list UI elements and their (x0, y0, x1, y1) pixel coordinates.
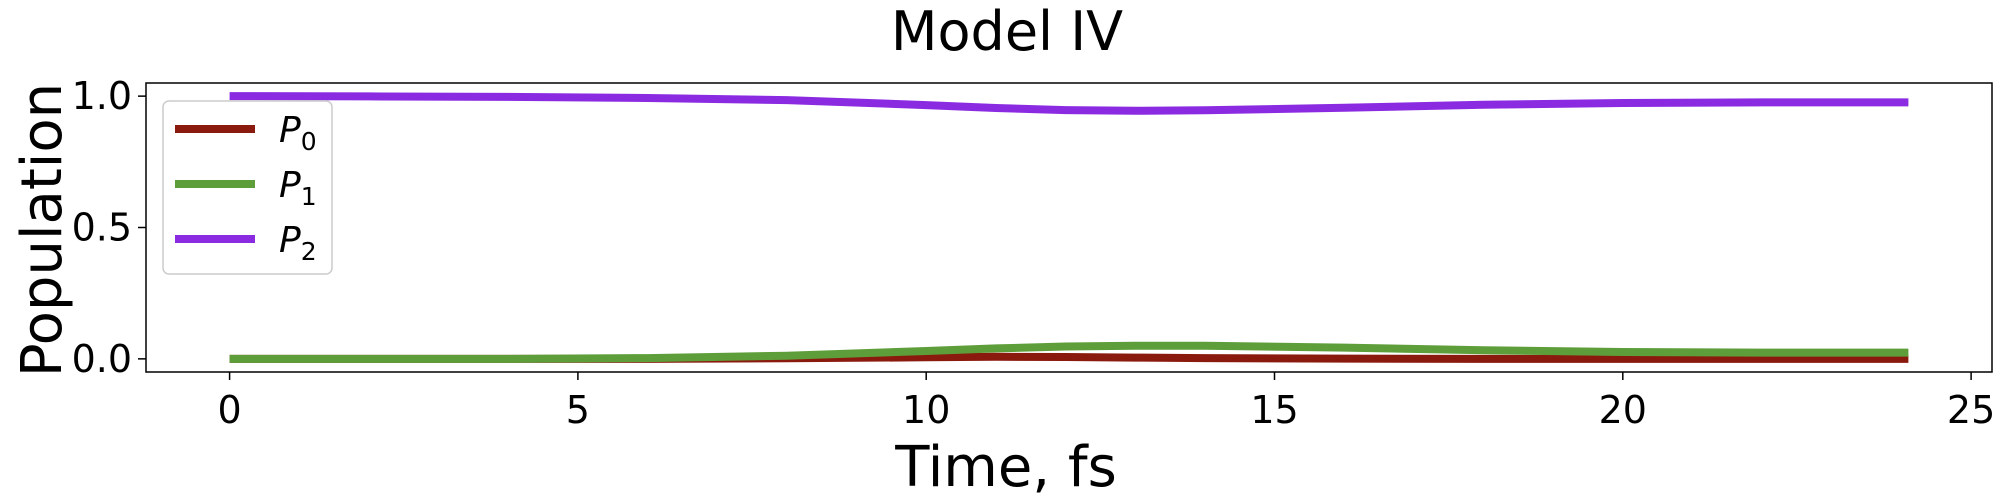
x-tick-label: 10 (902, 388, 950, 432)
legend: P0 P1 P2 (162, 100, 333, 275)
y-tick-label: 1.0 (72, 74, 132, 118)
series-line-p1 (229, 341, 1909, 363)
x-tick-label: 0 (217, 388, 241, 432)
x-tick-label: 25 (1947, 388, 1995, 432)
x-axis-label: Time, fs (894, 435, 1117, 500)
x-axis: 0 5 10 15 20 25 (217, 372, 1995, 432)
y-tick-label: 0.5 (72, 206, 132, 250)
y-axis: 0.0 0.5 1.0 (72, 74, 146, 381)
chart-title: Model IV (891, 0, 1123, 63)
series-line-p2 (229, 92, 1909, 115)
plot-area (145, 82, 1993, 373)
legend-label-p2: P2 (279, 220, 317, 266)
plot-frame (145, 82, 1993, 373)
y-tick-label: 0.0 (72, 337, 132, 381)
y-axis-label: Population (10, 83, 75, 377)
x-tick-label: 15 (1250, 388, 1298, 432)
legend-label-p1: P1 (279, 165, 317, 211)
series-layer (229, 92, 1909, 363)
legend-label-p0: P0 (279, 110, 317, 156)
x-tick-label: 5 (566, 388, 590, 432)
x-tick-label: 20 (1599, 388, 1647, 432)
